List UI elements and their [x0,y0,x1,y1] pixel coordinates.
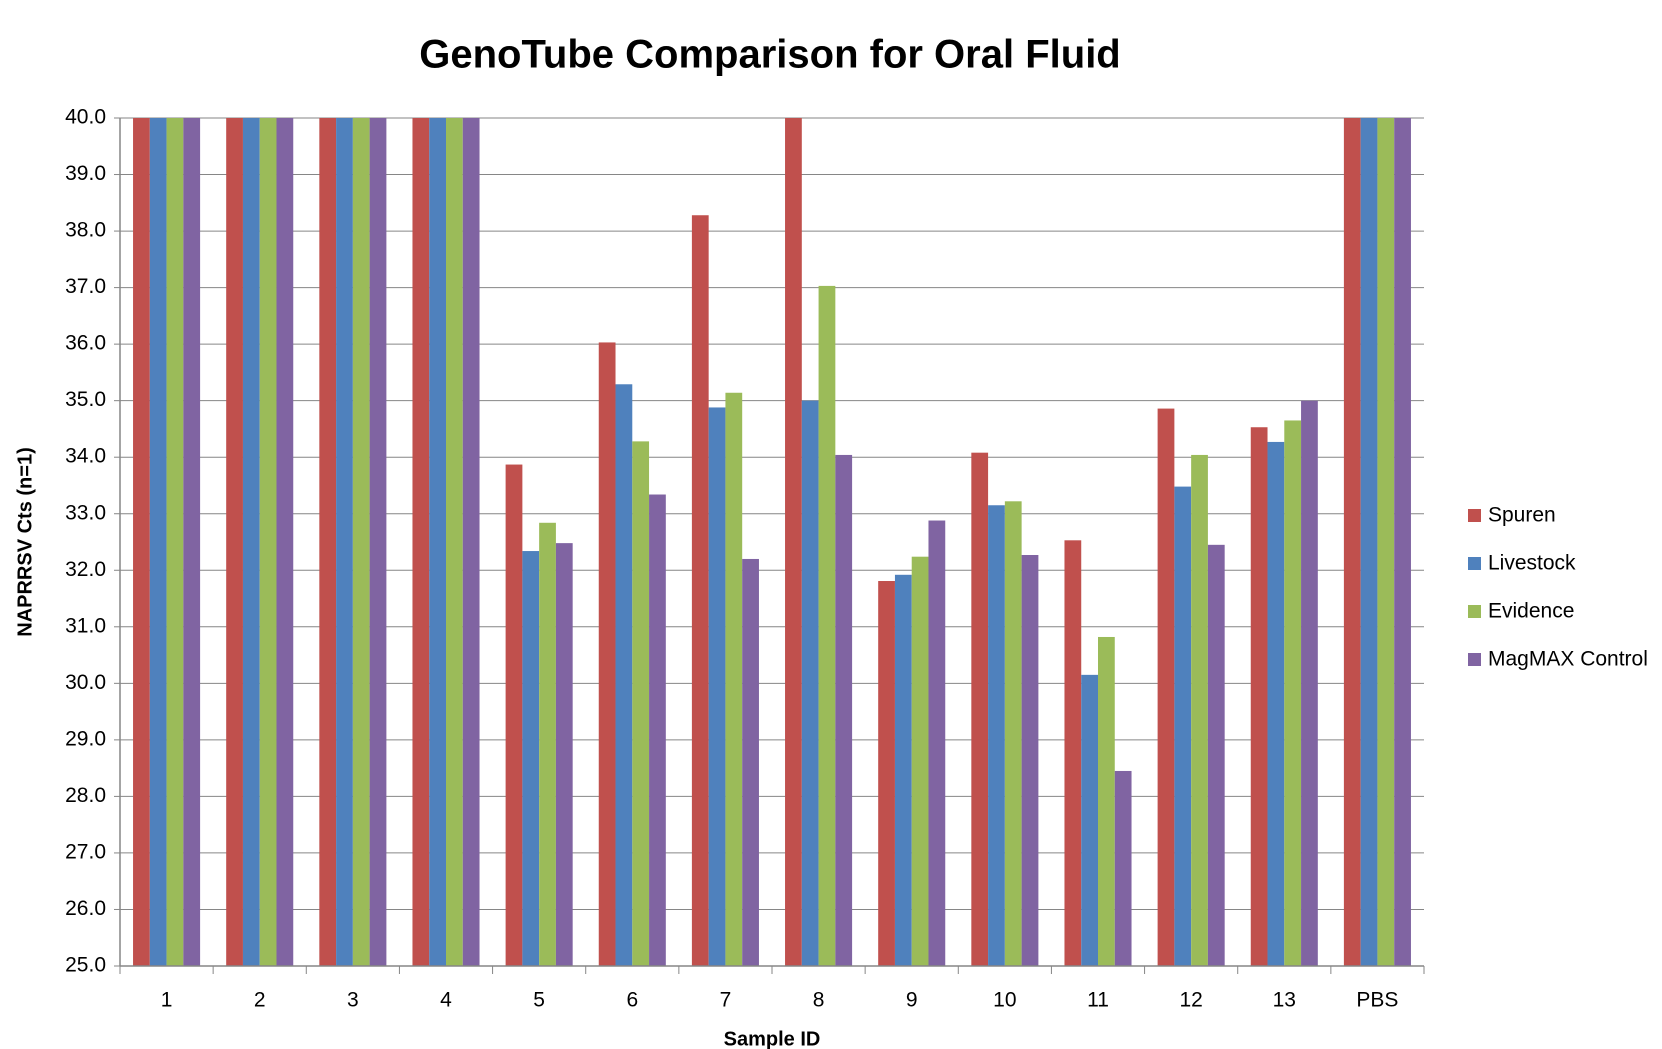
bar [555,543,573,966]
bar [971,452,989,966]
bar [1343,118,1361,966]
x-tick-label: 13 [1273,989,1296,1012]
y-tick-label: 33.0 [65,501,106,524]
bar [183,118,201,966]
y-tick-label: 25.0 [65,954,106,977]
bar [785,118,802,966]
bar [462,118,480,966]
y-tick-label: 39.0 [65,162,106,185]
y-tick-label: 38.0 [65,219,106,242]
legend-swatch [1468,653,1481,666]
bar [649,494,666,966]
y-tick-label: 35.0 [65,388,106,411]
bar [1157,408,1175,967]
bar [894,574,912,966]
bar [1098,636,1115,966]
bar [878,581,895,966]
y-tick-label: 31.0 [65,614,106,637]
legend-label: Evidence [1488,600,1574,623]
bar [928,520,946,966]
bar [352,118,370,966]
bar [242,118,260,966]
x-tick-label: 8 [813,989,825,1012]
bar [598,342,616,966]
bar [1250,427,1268,967]
bar [818,285,836,966]
legend-label: Livestock [1488,552,1576,575]
y-axis-title: NAPRRSV Cts (n=1) [14,447,36,636]
bar [1064,540,1082,966]
bar [522,551,540,966]
bar [725,392,743,966]
bar [1267,441,1285,966]
x-tick-label: 11 [1087,989,1109,1012]
bar [1004,501,1022,966]
bar [446,118,463,966]
x-axis-title: Sample ID [724,1028,821,1049]
bar [133,118,150,966]
bar [1394,118,1411,966]
y-tick-label: 29.0 [65,727,106,750]
bar [911,556,929,966]
legend-label: MagMAX Control [1488,648,1648,671]
bar [1207,544,1225,966]
x-tick-label: 10 [993,989,1016,1012]
y-tick-label: 34.0 [65,445,106,468]
x-tick-label: 4 [440,989,452,1012]
bar [632,441,650,966]
bar [1360,118,1378,966]
bar [1301,400,1318,967]
bar [429,118,446,966]
x-tick-label: 3 [347,989,359,1012]
x-tick-label: 7 [720,989,732,1012]
bar [1081,674,1098,966]
bar [539,522,556,966]
bar [1114,770,1132,966]
x-tick-label: 9 [906,989,918,1012]
bar [259,118,277,966]
y-tick-label: 26.0 [65,897,106,920]
y-tick-label: 28.0 [65,784,106,807]
x-tick-label: 12 [1179,989,1202,1012]
bar [166,118,184,966]
bar [1377,118,1395,966]
bar [742,558,759,966]
bar [988,505,1005,966]
bar [615,384,633,967]
y-tick-label: 40.0 [65,106,106,129]
x-tick-label: 5 [533,989,545,1012]
bar [1174,486,1192,966]
x-tick-label: 1 [161,989,173,1012]
bar [1284,420,1302,966]
bar [1191,454,1208,966]
bar [691,215,709,967]
x-tick-label: 6 [626,989,638,1012]
x-tick-label: 2 [254,989,266,1012]
chart-title: GenoTube Comparison for Oral Fluid [419,33,1121,77]
bar [226,118,243,966]
y-tick-label: 36.0 [65,332,106,355]
y-tick-label: 27.0 [65,840,106,863]
bar [1021,555,1039,966]
legend-label: Spuren [1488,504,1556,527]
bar [149,118,167,966]
bar [412,118,430,966]
x-tick-label: PBS [1356,989,1398,1012]
legend-swatch [1468,557,1481,570]
bar [336,118,353,966]
legend-swatch [1468,605,1481,618]
y-tick-label: 32.0 [65,558,106,581]
bar [801,400,819,967]
y-tick-label: 37.0 [65,275,106,298]
bar [708,407,726,966]
bar [276,118,294,966]
bar [319,118,337,966]
legend-swatch [1468,509,1481,522]
bar [835,454,853,966]
bar [505,464,523,966]
y-tick-label: 30.0 [65,671,106,694]
bar [369,118,387,966]
